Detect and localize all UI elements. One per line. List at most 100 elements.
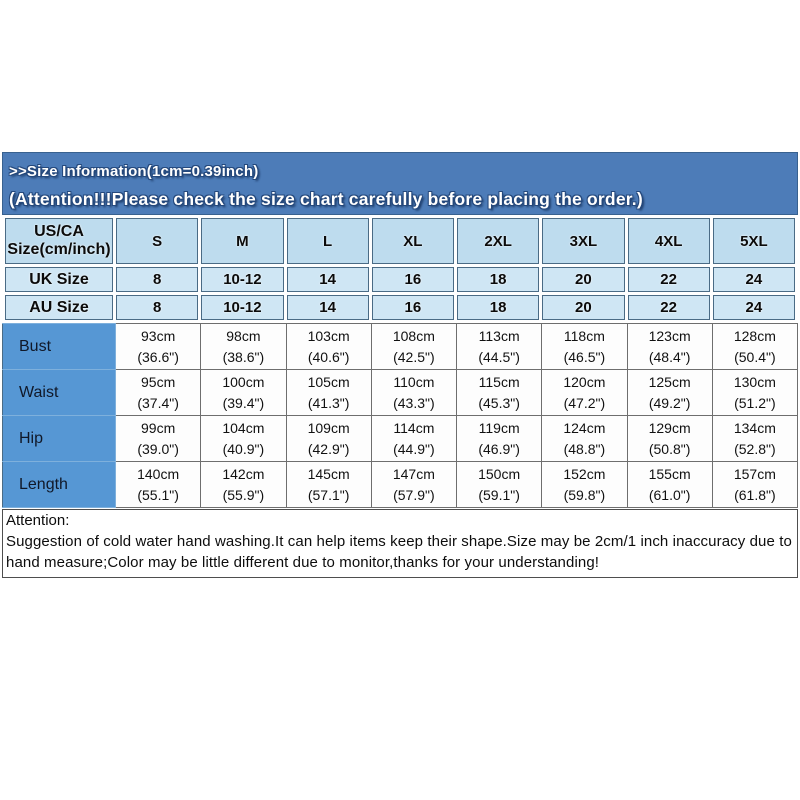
measurement-value-cell: 119cm (46.9") — [455, 415, 543, 462]
measurement-value-cell: 108cm (42.5") — [370, 323, 458, 370]
value-cm: 140cm — [137, 465, 180, 482]
measurement-value-cell: 115cm (45.3") — [455, 369, 543, 416]
conversion-row-label: UK Size — [5, 267, 113, 292]
value-cm: 100cm — [222, 373, 265, 390]
measurement-row-label: Hip — [2, 415, 116, 462]
value-inch: (42.5") — [393, 348, 435, 365]
value-inch: (36.6") — [137, 348, 179, 365]
attention-body: Suggestion of cold water hand washing.It… — [6, 533, 792, 571]
size-header-cell: 2XL — [457, 218, 540, 264]
value-cm: 129cm — [648, 419, 691, 436]
corner-header-cell: US/CA Size(cm/inch) — [5, 218, 113, 264]
measurement-value-cell: 124cm (48.8") — [541, 415, 628, 462]
value-inch: (59.1") — [478, 486, 520, 503]
value-inch: (43.3") — [393, 394, 435, 411]
value-cm: 108cm — [392, 327, 435, 344]
measurement-table: Bust 93cm (36.6") 98cm (38.6") 103cm (40.6") 10… — [2, 323, 799, 508]
value-cm: 130cm — [733, 373, 776, 390]
attention-note: Attention: Suggestion of cold water hand… — [2, 509, 798, 578]
conversion-value-cell: 20 — [542, 295, 625, 320]
table-row: Hip 99cm (39.0") 104cm (40.9") 109cm (42.9") 11… — [2, 415, 799, 462]
table-row: Waist 95cm (37.4") 100cm (39.4") 105cm (41.3")… — [2, 369, 799, 416]
measurement-value-cell: 157cm (61.8") — [711, 461, 799, 508]
value-inch: (38.6") — [222, 348, 265, 365]
value-cm: 155cm — [648, 465, 691, 482]
measurement-value-cell: 98cm (38.6") — [200, 323, 287, 370]
table-row: UK Size 8 10-12 14 16 18 20 22 24 — [5, 267, 795, 292]
conversion-value-cell: 16 — [371, 295, 454, 320]
value-inch: (44.5") — [478, 348, 520, 365]
value-inch: (39.0") — [137, 440, 179, 457]
measurement-value-cell: 150cm (59.1") — [455, 461, 543, 508]
size-header-cell: XL — [371, 218, 454, 264]
conversion-value-cell: 8 — [116, 267, 199, 292]
table-row: AU Size 8 10-12 14 16 18 20 22 24 — [5, 295, 795, 320]
measurement-row-label: Length — [2, 461, 116, 508]
size-chart-content: >>Size Information(1cm=0.39inch) (Attent… — [2, 152, 799, 578]
table-row: Length 140cm (55.1") 142cm (55.9") 145cm (57.1… — [2, 461, 799, 508]
conversion-value-cell: 14 — [286, 295, 369, 320]
value-cm: 147cm — [392, 465, 435, 482]
measurement-value-cell: 123cm (48.4") — [626, 323, 713, 370]
value-inch: (39.4") — [222, 394, 265, 411]
measurement-value-cell: 105cm (41.3") — [285, 369, 372, 416]
measurement-value-cell: 100cm (39.4") — [200, 369, 287, 416]
value-cm: 145cm — [307, 465, 350, 482]
value-inch: (45.3") — [478, 394, 520, 411]
conversion-value-cell: 14 — [286, 267, 369, 292]
value-cm: 95cm — [141, 373, 176, 390]
banner-warning: (Attention!!!Please check the size chart… — [9, 189, 643, 209]
conversion-value-cell: 18 — [457, 267, 540, 292]
measurement-value-cell: 142cm (55.9") — [200, 461, 287, 508]
measurement-value-cell: 104cm (40.9") — [200, 415, 287, 462]
measurement-value-cell: 109cm (42.9") — [285, 415, 372, 462]
conversion-value-cell: 24 — [712, 295, 795, 320]
value-cm: 123cm — [648, 327, 691, 344]
value-inch: (55.1") — [137, 486, 179, 503]
value-cm: 109cm — [307, 419, 350, 436]
value-inch: (57.9") — [393, 486, 435, 503]
size-header-cell: 3XL — [542, 218, 625, 264]
conversion-row-label: AU Size — [5, 295, 113, 320]
value-inch: (47.2") — [563, 394, 606, 411]
size-header-cell: M — [201, 218, 284, 264]
value-inch: (44.9") — [393, 440, 435, 457]
measurement-value-cell: 140cm (55.1") — [114, 461, 202, 508]
measurement-value-cell: 118cm (46.5") — [541, 323, 628, 370]
value-inch: (46.9") — [478, 440, 520, 457]
value-cm: 118cm — [563, 327, 605, 344]
value-cm: 125cm — [648, 373, 691, 390]
value-inch: (37.4") — [137, 394, 179, 411]
attention-title: Attention: — [6, 512, 70, 529]
value-inch: (41.3") — [307, 394, 350, 411]
value-cm: 93cm — [141, 327, 176, 344]
value-cm: 113cm — [478, 327, 520, 344]
size-header-cell: S — [116, 218, 199, 264]
value-cm: 152cm — [563, 465, 606, 482]
value-cm: 110cm — [393, 373, 435, 390]
measurement-value-cell: 114cm (44.9") — [370, 415, 458, 462]
value-inch: (46.5") — [563, 348, 606, 365]
measurement-value-cell: 93cm (36.6") — [114, 323, 202, 370]
measurement-value-cell: 155cm (61.0") — [626, 461, 713, 508]
value-inch: (51.2") — [734, 394, 776, 411]
size-header-cell: 5XL — [712, 218, 795, 264]
conversion-value-cell: 24 — [712, 267, 795, 292]
value-cm: 119cm — [478, 419, 520, 436]
conversion-value-cell: 22 — [627, 295, 710, 320]
value-inch: (61.8") — [734, 486, 776, 503]
measurement-value-cell: 129cm (50.8") — [626, 415, 713, 462]
value-cm: 103cm — [307, 327, 350, 344]
measurement-row-label: Waist — [2, 369, 116, 416]
banner-title: >>Size Information(1cm=0.39inch) — [9, 163, 259, 180]
table-row: Bust 93cm (36.6") 98cm (38.6") 103cm (40.6") 10… — [2, 323, 799, 370]
measurement-value-cell: 113cm (44.5") — [455, 323, 543, 370]
value-cm: 124cm — [563, 419, 606, 436]
value-cm: 128cm — [733, 327, 776, 344]
value-inch: (55.9") — [222, 486, 265, 503]
value-inch: (42.9") — [307, 440, 350, 457]
measurement-value-cell: 134cm (52.8") — [711, 415, 799, 462]
conversion-value-cell: 18 — [457, 295, 540, 320]
conversion-value-cell: 20 — [542, 267, 625, 292]
